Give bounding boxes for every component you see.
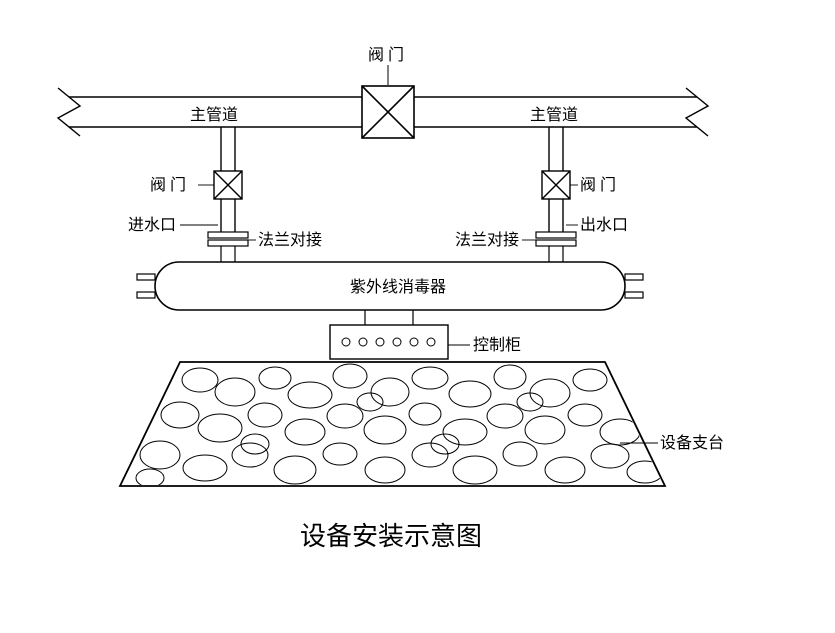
label-inlet: 进水口 [128,216,176,234]
flange-right [536,232,576,246]
label-support-stand: 设备支台 [660,434,724,452]
pipe-break-left [58,88,80,136]
label-flange-left: 法兰对接 [258,231,322,249]
label-valve-right: 阀 门 [580,176,616,194]
pipe-break-right [686,88,708,136]
diagram-caption: 设备安装示意图 [300,522,482,551]
label-main-pipe-right: 主管道 [530,106,578,124]
control-cabinet [330,325,448,359]
uv-to-control [365,310,413,325]
label-valve-left: 阀 门 [150,176,186,194]
label-outlet: 出水口 [580,216,628,234]
neck-right [549,246,563,262]
label-control-cabinet: 控制柜 [473,336,521,354]
support-stand [120,362,665,486]
valve-right [542,171,570,199]
valve-left [214,171,242,199]
label-valve-top: 阀 门 [368,46,404,64]
neck-left [221,246,235,262]
uv-endcap-right [625,274,643,298]
uv-endcap-left [137,274,155,298]
label-uv-device: 紫外线消毒器 [350,278,446,296]
flange-left [208,232,248,246]
label-flange-right: 法兰对接 [455,231,519,249]
label-main-pipe-left: 主管道 [190,106,238,124]
valve-top [362,86,414,138]
